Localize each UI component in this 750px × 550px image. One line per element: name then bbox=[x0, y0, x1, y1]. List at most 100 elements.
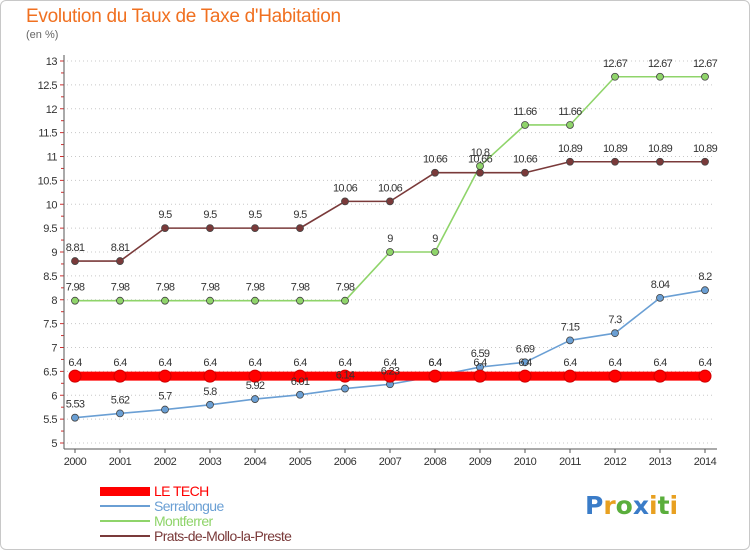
data-point bbox=[158, 369, 172, 383]
data-point bbox=[296, 390, 304, 399]
data-label: 10.89 bbox=[558, 143, 583, 155]
data-point bbox=[653, 369, 667, 383]
data-label: 6.4 bbox=[68, 357, 82, 369]
data-point bbox=[698, 369, 712, 383]
logo-letter: i bbox=[649, 491, 658, 520]
data-label: 9.5 bbox=[293, 209, 307, 221]
y-tick-label: 9.5 bbox=[43, 223, 57, 235]
x-tick-label: 2004 bbox=[244, 456, 267, 468]
x-tick-label: 2009 bbox=[469, 456, 492, 468]
data-point bbox=[611, 72, 619, 81]
data-point bbox=[701, 72, 709, 81]
legend-label: Serralongue bbox=[154, 498, 224, 514]
data-label: 10.89 bbox=[693, 143, 718, 155]
y-tick-label: 8 bbox=[51, 295, 57, 307]
y-tick-label: 10.5 bbox=[38, 175, 58, 187]
y-tick-label: 6.5 bbox=[43, 366, 57, 378]
data-label: 6.4 bbox=[563, 357, 577, 369]
y-tick-label: 11.5 bbox=[38, 128, 57, 140]
data-label: 7.98 bbox=[156, 282, 175, 294]
y-tick-label: 8.5 bbox=[43, 271, 57, 283]
data-label: 10.66 bbox=[468, 154, 493, 166]
data-point bbox=[431, 248, 439, 256]
data-point bbox=[566, 336, 574, 345]
y-tick-label: 5.5 bbox=[43, 414, 57, 426]
data-label: 10.66 bbox=[513, 154, 538, 166]
data-label: 7.98 bbox=[336, 282, 355, 294]
data-point bbox=[341, 197, 349, 206]
data-label: 6.4 bbox=[653, 357, 667, 369]
x-tick-label: 2000 bbox=[64, 456, 87, 468]
data-label: 6.23 bbox=[381, 365, 400, 377]
x-tick-label: 2003 bbox=[199, 456, 222, 468]
data-point bbox=[71, 413, 79, 422]
data-label: 6.4 bbox=[248, 357, 262, 369]
data-point bbox=[521, 168, 529, 177]
data-label: 7.98 bbox=[111, 282, 130, 294]
y-tick-label: 12.5 bbox=[38, 80, 58, 92]
data-point bbox=[611, 157, 619, 166]
data-point bbox=[116, 409, 124, 418]
logo-letter: i bbox=[669, 491, 679, 520]
data-label: 11.66 bbox=[513, 106, 537, 118]
logo-letter: x bbox=[632, 491, 649, 520]
x-tick-label: 2006 bbox=[334, 456, 357, 468]
data-point bbox=[338, 369, 352, 383]
data-label: 8.81 bbox=[111, 242, 130, 254]
x-tick-label: 2014 bbox=[694, 456, 717, 468]
x-tick-label: 2005 bbox=[289, 456, 312, 468]
data-label: 8.04 bbox=[651, 279, 670, 291]
y-tick-label: 7 bbox=[51, 343, 57, 355]
data-point bbox=[251, 224, 259, 233]
data-label: 10.89 bbox=[648, 143, 673, 155]
data-label: 9.5 bbox=[203, 209, 217, 221]
legend-label: LE TECH bbox=[154, 483, 209, 499]
data-label: 7.98 bbox=[66, 282, 85, 294]
data-label: 6.4 bbox=[203, 357, 217, 369]
data-point bbox=[71, 296, 79, 305]
data-label: 5.53 bbox=[66, 399, 85, 411]
data-label: 8.81 bbox=[66, 242, 85, 254]
data-point bbox=[68, 369, 82, 383]
data-point bbox=[386, 248, 394, 256]
data-point bbox=[341, 384, 349, 393]
data-point bbox=[701, 157, 709, 166]
data-label: 7.3 bbox=[608, 314, 622, 326]
data-label: 9 bbox=[387, 233, 393, 245]
data-label: 10.06 bbox=[333, 182, 358, 194]
data-label: 12.67 bbox=[603, 58, 628, 70]
data-point bbox=[521, 358, 529, 367]
data-label: 7.98 bbox=[291, 282, 310, 294]
data-point bbox=[296, 296, 304, 305]
data-label: 9.5 bbox=[158, 209, 172, 221]
data-label: 6.4 bbox=[293, 357, 307, 369]
data-point bbox=[251, 296, 259, 305]
data-label: 5.7 bbox=[158, 391, 172, 403]
x-tick-label: 2012 bbox=[604, 456, 627, 468]
data-label: 9.5 bbox=[248, 209, 262, 221]
legend-swatch bbox=[100, 535, 150, 537]
data-label: 11.66 bbox=[558, 106, 582, 118]
data-label: 6.59 bbox=[471, 348, 490, 360]
data-label: 6.4 bbox=[428, 357, 442, 369]
data-label: 6.4 bbox=[158, 357, 172, 369]
data-point bbox=[656, 293, 664, 302]
data-label: 5.62 bbox=[111, 394, 130, 406]
y-tick-label: 11 bbox=[47, 152, 58, 164]
x-tick-label: 2013 bbox=[649, 456, 672, 468]
data-label: 7.15 bbox=[561, 321, 580, 333]
x-tick-label: 2008 bbox=[424, 456, 447, 468]
data-label: 6.4 bbox=[383, 357, 397, 369]
data-point bbox=[383, 369, 397, 383]
legend-swatch bbox=[100, 486, 150, 496]
data-point bbox=[71, 257, 79, 265]
chart-subtitle: (en %) bbox=[26, 29, 59, 41]
legend-label: Montferrer bbox=[154, 513, 213, 529]
logo-letter: o bbox=[615, 491, 633, 520]
data-label: 6.01 bbox=[291, 376, 310, 388]
data-point bbox=[611, 329, 619, 338]
data-point bbox=[656, 157, 664, 166]
legend-label: Prats-de-Mollo-la-Preste bbox=[154, 528, 292, 544]
y-tick-label: 12 bbox=[46, 104, 58, 116]
